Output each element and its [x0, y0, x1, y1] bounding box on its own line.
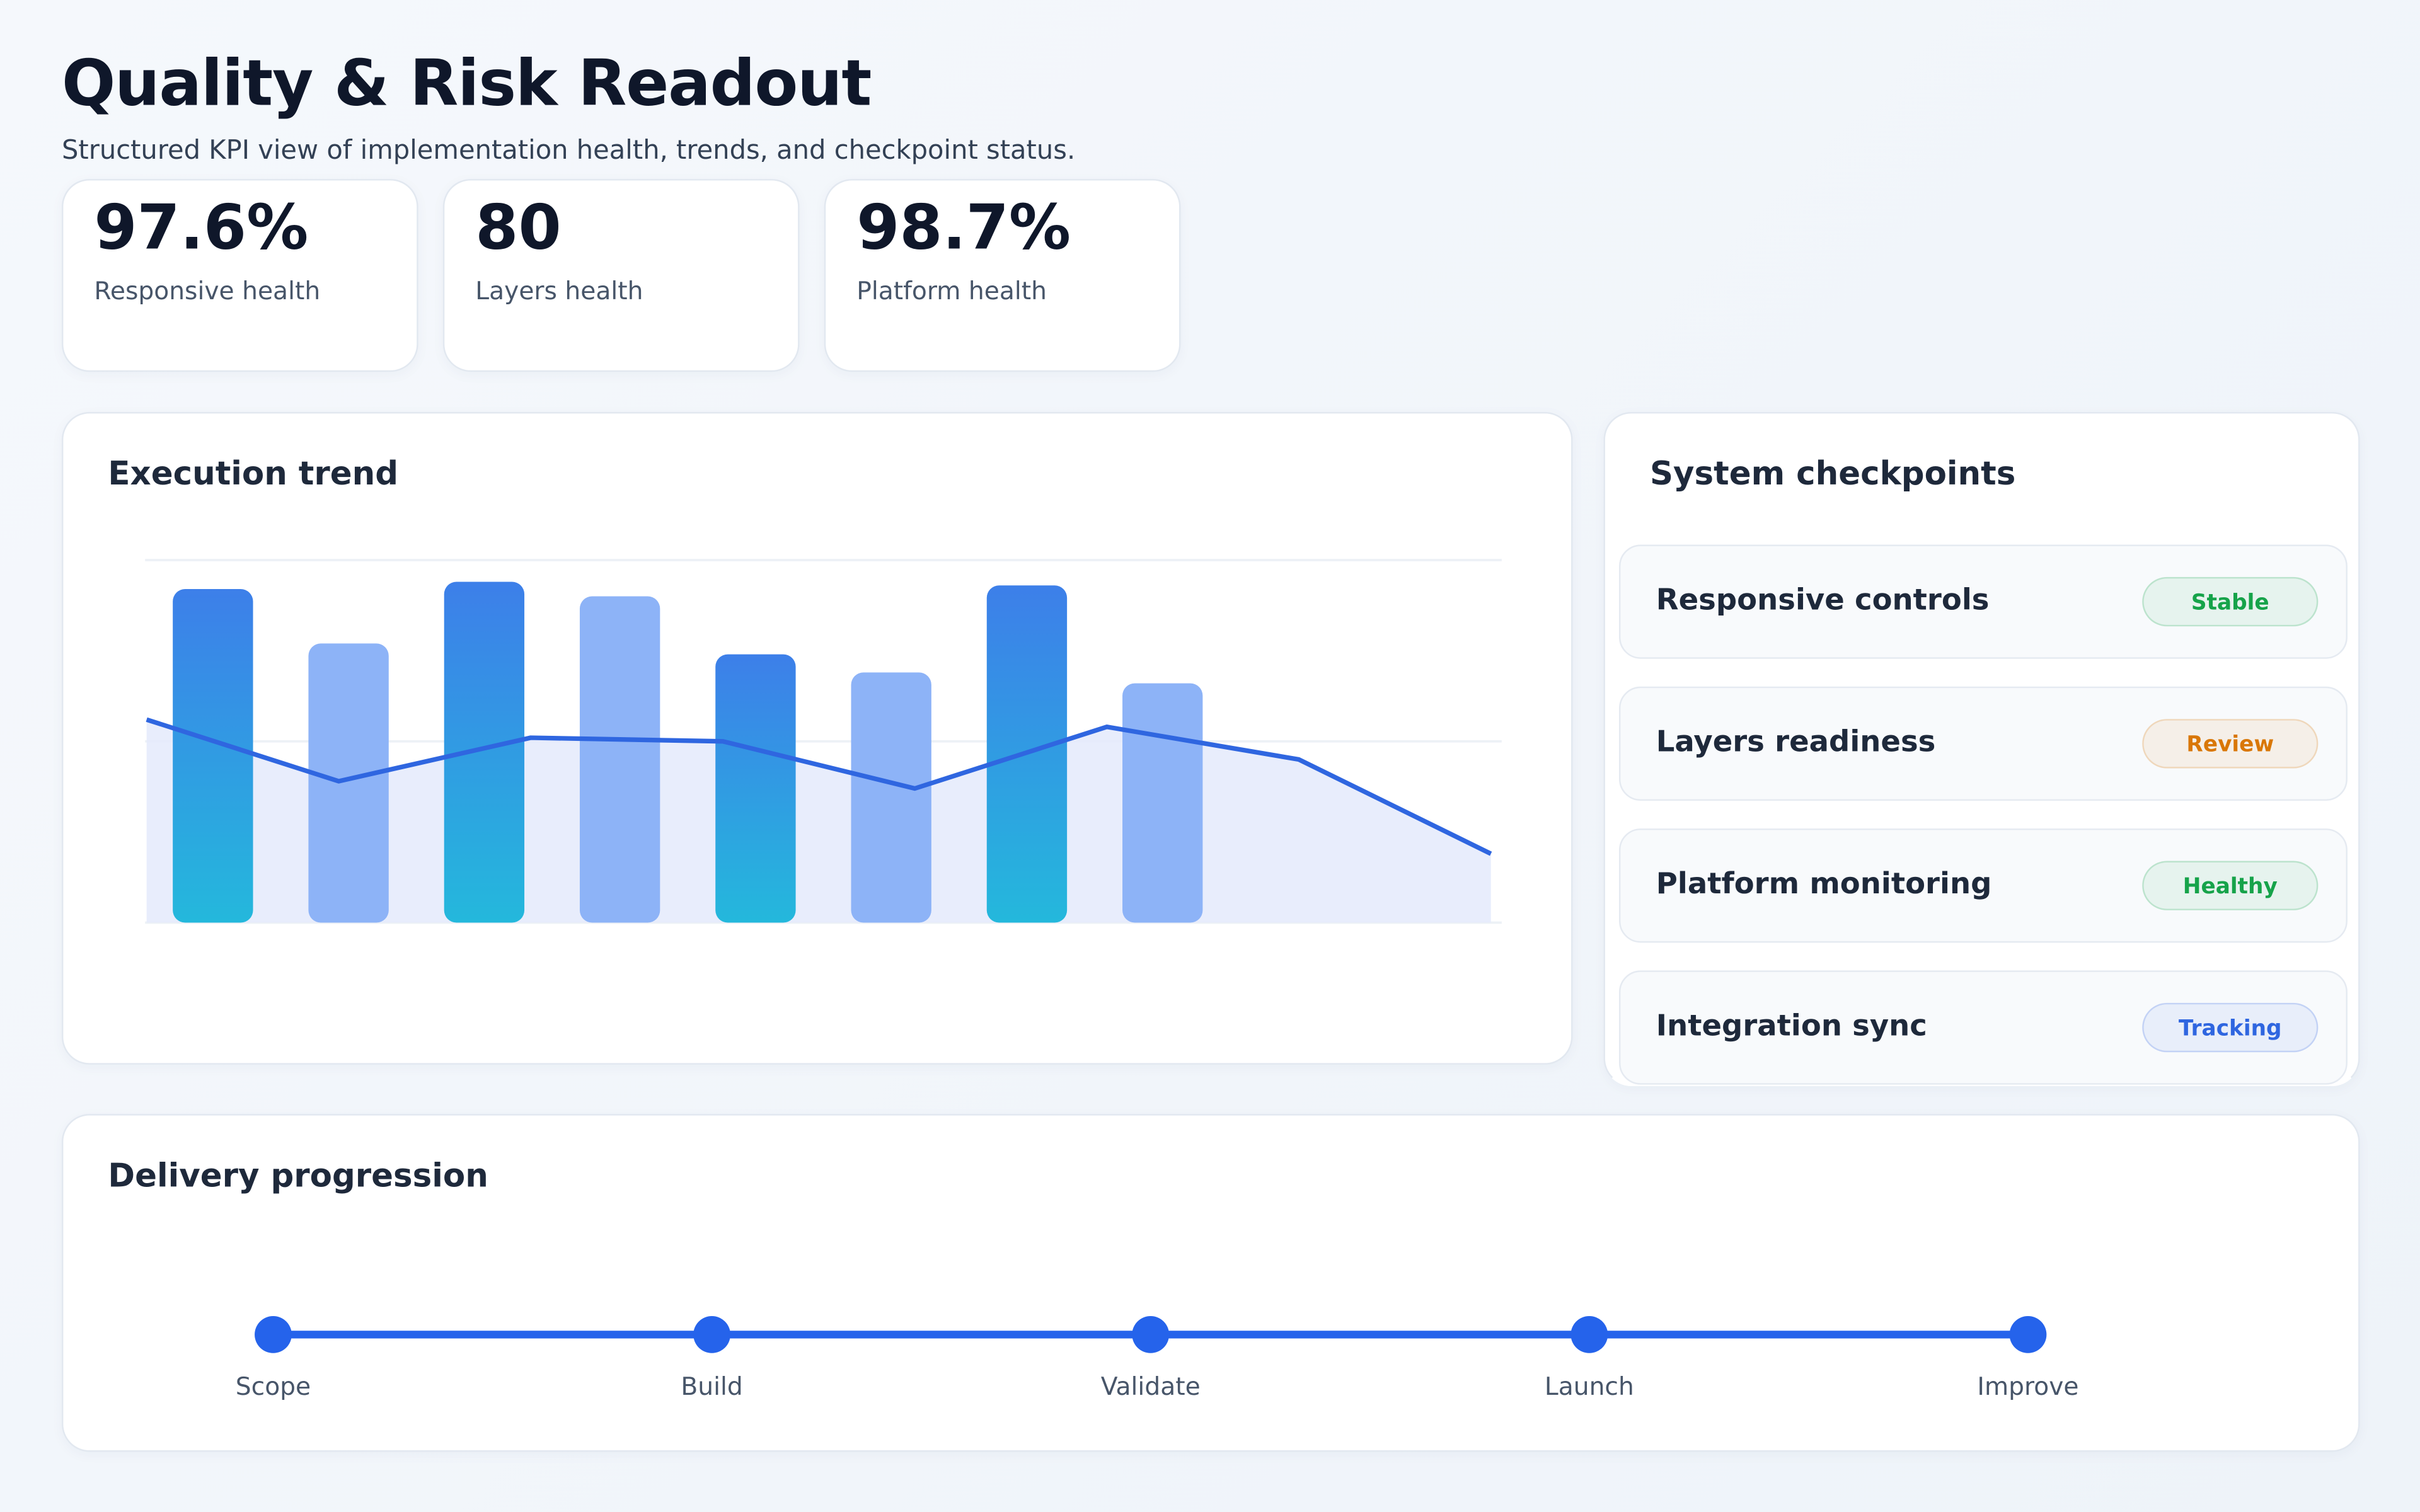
checkpoint-name: Responsive controls: [1656, 583, 1990, 617]
checkpoint-row: Layers readiness Review: [1619, 686, 2348, 801]
step-dot: [1570, 1315, 1608, 1353]
checkpoint-row: Integration sync Tracking: [1619, 970, 2348, 1085]
page-title: Quality & Risk Readout: [61, 46, 872, 121]
bar: [851, 672, 931, 923]
card-title: Execution trend: [108, 455, 399, 493]
trend-line: [146, 717, 1492, 856]
status-pill: Review: [2142, 719, 2319, 769]
status-pill: Healthy: [2142, 861, 2319, 910]
step-dot: [255, 1315, 292, 1353]
kpi-value: 80: [475, 193, 562, 264]
step-label: Build: [681, 1372, 743, 1401]
kpi-value: 97.6%: [94, 193, 309, 264]
kpi-label: Platform health: [856, 276, 1047, 306]
checkpoint-name: Layers readiness: [1656, 725, 1936, 759]
kpi-value: 98.7%: [856, 193, 1071, 264]
progression-card: Delivery progression Scope Build Validate L…: [61, 1114, 2360, 1452]
card-title: System checkpoints: [1649, 455, 2016, 493]
step-label: Scope: [235, 1372, 311, 1401]
checkpoint-name: Platform monitoring: [1656, 867, 1992, 902]
kpi-label: Layers health: [475, 276, 643, 306]
status-pill: Tracking: [2142, 1002, 2319, 1053]
bar: [444, 581, 525, 923]
checkpoint-row: Platform monitoring Healthy: [1619, 828, 2348, 943]
timeline: [255, 1315, 2047, 1353]
checkpoint-name: Integration sync: [1656, 1009, 1927, 1043]
bar: [173, 589, 253, 923]
checkpoints-card: System checkpoints Responsive controls St…: [1603, 411, 2360, 1087]
page-subtitle: Structured KPI view of implementation he…: [61, 135, 1076, 167]
step-label: Validate: [1100, 1372, 1201, 1401]
kpi-card: 97.6% Responsive health: [61, 179, 418, 372]
bar: [715, 654, 796, 923]
trend-chart: [145, 559, 1502, 924]
status-pill: Stable: [2142, 576, 2319, 627]
step-dot: [1132, 1315, 1170, 1353]
bar: [308, 643, 389, 923]
kpi-label: Responsive health: [94, 276, 321, 306]
step-dot: [2009, 1315, 2047, 1353]
bar: [579, 596, 660, 923]
kpi-card: 98.7% Platform health: [824, 179, 1181, 372]
bar: [1122, 683, 1203, 923]
step-label: Launch: [1544, 1372, 1634, 1401]
kpi-card: 80 Layers health: [442, 179, 800, 372]
step-label: Improve: [1977, 1372, 2079, 1401]
card-title: Delivery progression: [108, 1157, 488, 1194]
checkpoint-row: Responsive controls Stable: [1619, 544, 2348, 659]
step-dot: [693, 1315, 730, 1353]
trend-card: Execution trend: [61, 411, 1573, 1065]
